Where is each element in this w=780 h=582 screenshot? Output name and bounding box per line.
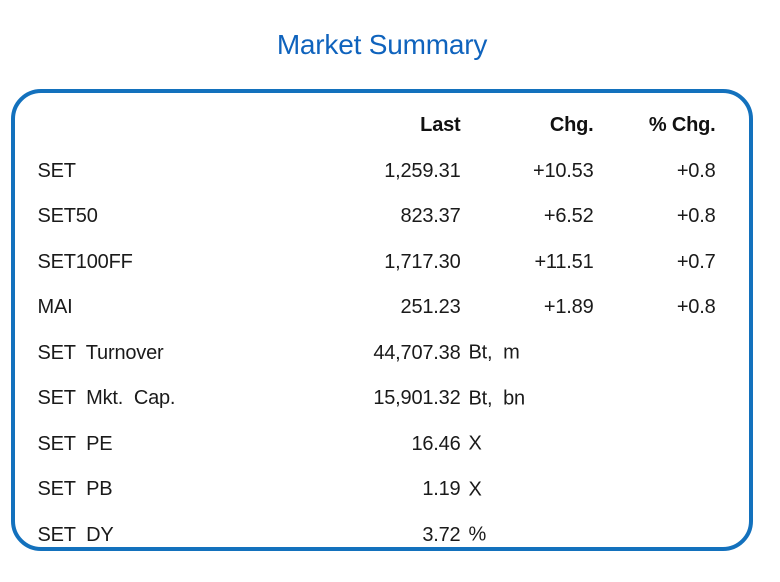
pchg-value: +0.8 bbox=[676, 205, 716, 227]
pchg-value: +0.8 bbox=[676, 296, 716, 318]
row-label: SET DY bbox=[37, 523, 114, 546]
last-value-cell: 251.23 bbox=[280, 296, 461, 319]
table-row-set-pb: SET PB 1.19 X bbox=[38, 467, 717, 513]
chg-value: +10.53 bbox=[532, 159, 594, 182]
last-value: 16.46 bbox=[411, 432, 461, 455]
last-value: 1.19 bbox=[422, 478, 461, 500]
table-row-set-turnover: SET Turnover 44,707.38 Bt, m bbox=[38, 330, 717, 376]
column-header-last: Last bbox=[420, 114, 461, 136]
last-value: 823.37 bbox=[400, 205, 461, 227]
last-value-cell: 15,901.32 Bt, bn bbox=[280, 387, 525, 410]
last-value-cell: 1,259.31 bbox=[280, 159, 461, 183]
last-value-cell: 823.37 bbox=[280, 205, 461, 228]
summary-card: Last Chg. % Chg. SET 1,259.31 +10.53 +0.… bbox=[11, 89, 753, 551]
last-value-cell: 16.46 X bbox=[280, 432, 481, 456]
row-label: MAI bbox=[37, 296, 73, 318]
column-header-pchg: % Chg. bbox=[648, 114, 716, 136]
row-label: SET bbox=[37, 159, 76, 182]
column-header-last-cell: Last bbox=[280, 114, 461, 137]
pchg-value: +0.7 bbox=[676, 250, 716, 273]
table-row-set-pe: SET PE 16.46 X bbox=[38, 421, 717, 467]
unit-label: Bt, m bbox=[468, 341, 520, 364]
row-label: SET Mkt. Cap. bbox=[37, 387, 176, 409]
unit-label: X bbox=[468, 432, 482, 455]
last-value: 3.72 bbox=[422, 523, 461, 546]
row-label: SET50 bbox=[37, 205, 98, 227]
last-value: 44,707.38 bbox=[373, 341, 461, 364]
table-row-mai: MAI 251.23 +1.89 +0.8 bbox=[38, 285, 717, 331]
row-label: SET PB bbox=[37, 478, 113, 500]
chg-value: +1.89 bbox=[543, 296, 594, 318]
chg-value: +11.51 bbox=[534, 250, 594, 273]
table-row-set50: SET50 823.37 +6.52 +0.8 bbox=[38, 194, 717, 240]
chg-value: +6.52 bbox=[543, 205, 594, 227]
last-value-cell: 3.72 % bbox=[280, 523, 486, 547]
table-header-row: Last Chg. % Chg. bbox=[38, 103, 717, 149]
table-row-set-mkt-cap: SET Mkt. Cap. 15,901.32 Bt, bn bbox=[38, 376, 717, 422]
pchg-value: +0.8 bbox=[676, 159, 716, 182]
table-row-set100ff: SET100FF 1,717.30 +11.51 +0.7 bbox=[38, 239, 717, 285]
column-header-chg: Chg. bbox=[549, 114, 594, 136]
row-label: SET PE bbox=[37, 432, 113, 455]
page-title: Market Summary bbox=[276, 29, 488, 60]
last-value: 1,717.30 bbox=[384, 250, 461, 273]
unit-label: X bbox=[468, 478, 482, 500]
last-value: 1,259.31 bbox=[384, 159, 461, 182]
last-value: 15,901.32 bbox=[373, 387, 461, 409]
last-value: 251.23 bbox=[400, 296, 461, 318]
last-value-cell: 44,707.38 Bt, m bbox=[280, 341, 519, 365]
last-value-cell: 1,717.30 bbox=[280, 250, 461, 274]
unit-label: Bt, bn bbox=[468, 387, 526, 409]
unit-label: % bbox=[468, 523, 487, 546]
row-label: SET Turnover bbox=[37, 341, 164, 364]
table-row-set-dy: SET DY 3.72 % bbox=[37, 512, 717, 547]
table-row-set: SET 1,259.31 +10.53 +0.8 bbox=[38, 148, 717, 194]
last-value-cell: 1.19 X bbox=[280, 478, 481, 501]
row-label: SET100FF bbox=[37, 250, 133, 273]
